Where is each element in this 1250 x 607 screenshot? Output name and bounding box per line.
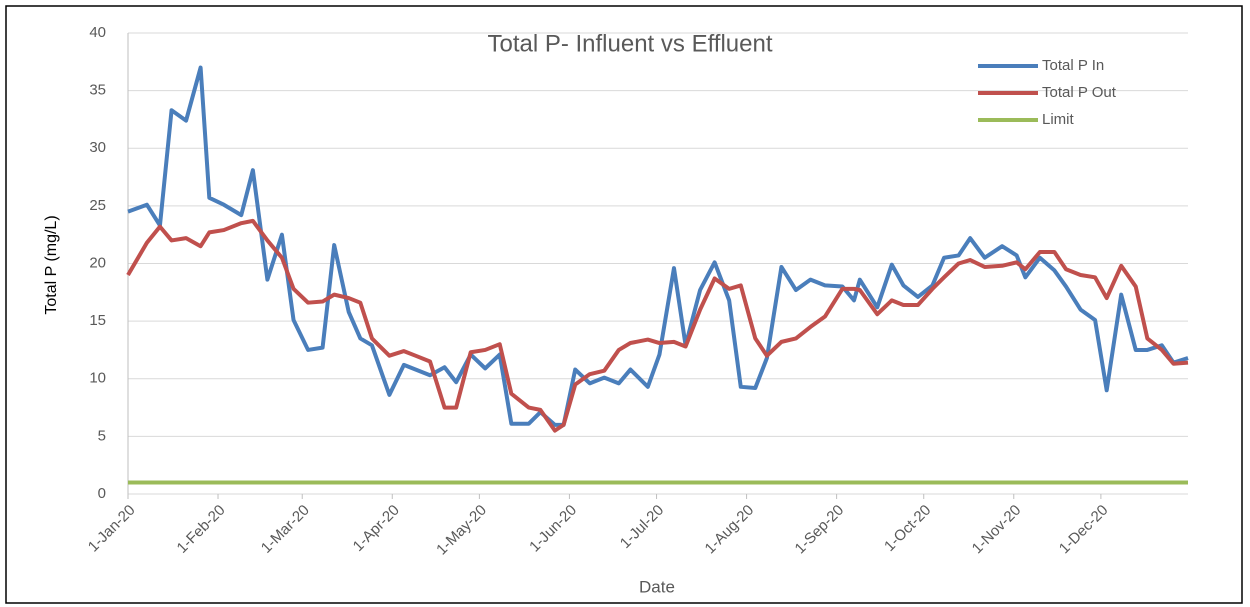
y-tick-label: 40 xyxy=(89,24,106,41)
legend-label: Total P Out xyxy=(1042,84,1117,101)
y-tick-label: 15 xyxy=(89,312,106,329)
y-tick-label: 30 xyxy=(89,139,106,156)
legend-label: Limit xyxy=(1042,111,1075,128)
y-axis-label: Total P (mg/L) xyxy=(43,215,60,314)
y-tick-label: 0 xyxy=(98,485,106,502)
y-tick-label: 5 xyxy=(98,427,106,444)
y-tick-label: 20 xyxy=(89,254,106,271)
legend-label: Total P In xyxy=(1042,57,1104,74)
y-tick-label: 35 xyxy=(89,82,106,99)
y-tick-label: 10 xyxy=(89,370,106,387)
chart-title: Total P- Influent vs Effluent xyxy=(487,30,772,57)
line-series xyxy=(127,65,1189,427)
line-series xyxy=(126,218,1189,433)
chart-frame xyxy=(5,5,1243,604)
y-tick-label: 25 xyxy=(89,197,106,214)
x-axis-label: Date xyxy=(639,577,675,596)
